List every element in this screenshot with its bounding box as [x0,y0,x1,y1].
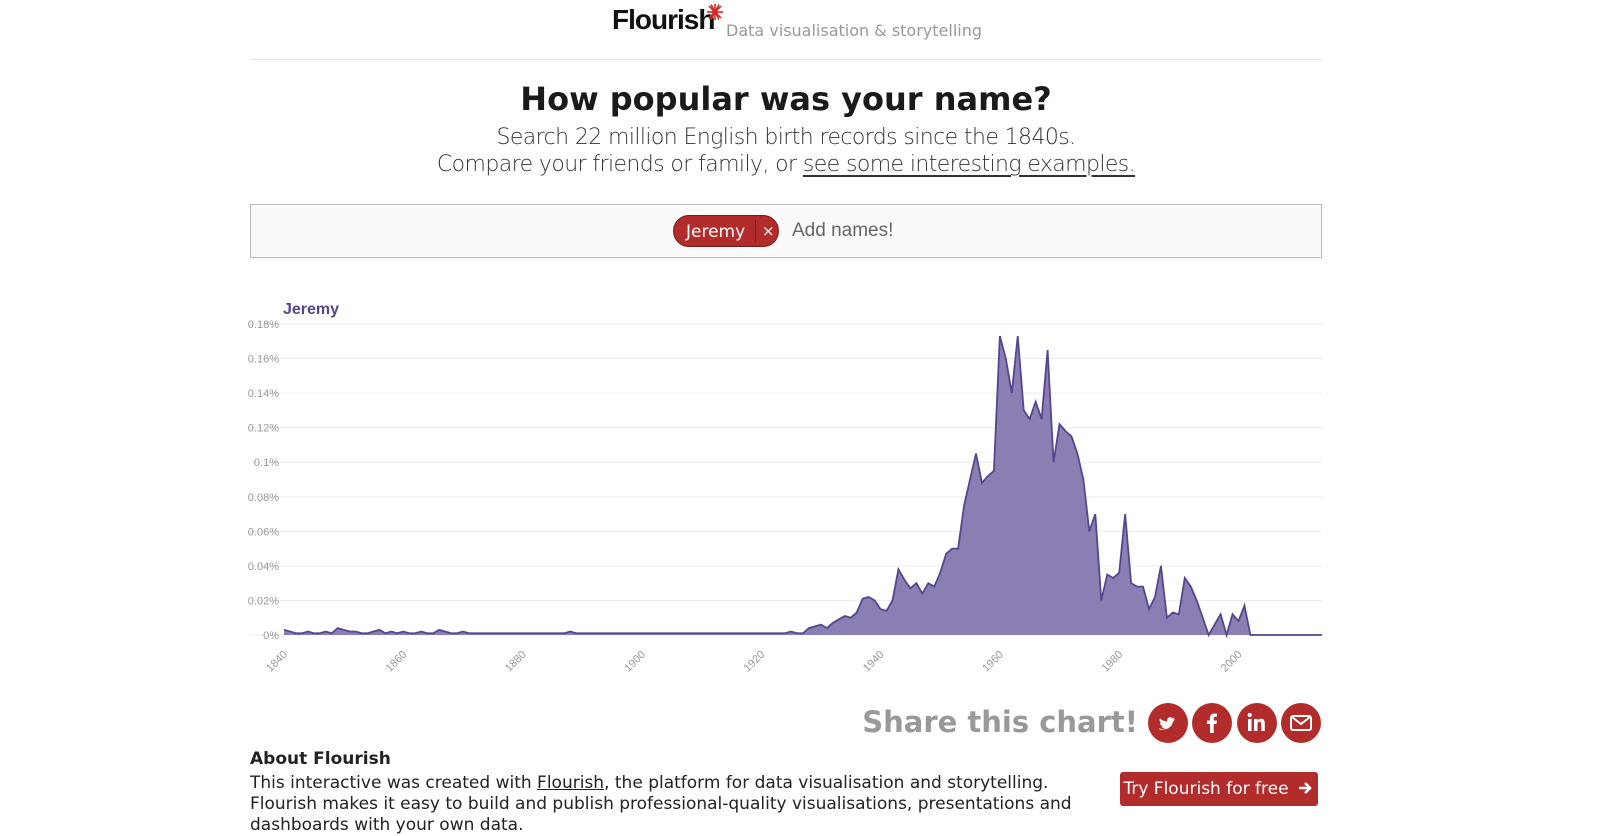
logo-text[interactable]: Flourish [612,4,715,35]
linkedin-button[interactable] [1237,703,1277,743]
area-line [283,335,1322,639]
x-tick-label: 2000 [1219,649,1245,675]
about-heading: About Flourish [250,749,391,769]
logo-star [707,4,723,20]
x-tick-label: 1940 [861,649,887,675]
y-tick-label: 0.16% [248,354,279,366]
area-fill [284,336,1322,635]
x-tick-label: 1840 [264,649,290,675]
divider [250,59,1322,60]
x-tick-label: 1920 [742,649,768,675]
x-tick-label: 1860 [384,649,410,675]
logo[interactable]: Flourish [612,4,715,36]
email-button[interactable] [1281,703,1321,743]
try-button[interactable]: Try Flourish for free [1120,772,1318,806]
y-tick-label: 0.02% [248,595,279,607]
chip-divider [755,220,756,242]
series-label: Jeremy [283,301,339,318]
tagline: Data visualisation & storytelling [726,21,983,40]
y-tick-label: 0.1% [254,457,279,469]
button-label: Try Flourish for free [1123,779,1289,799]
search-placeholder[interactable]: Add names! [792,220,894,241]
subtitle: Search 22 million English birth records … [496,125,1076,150]
y-tick-label: 0% [263,630,279,642]
y-tick-label: 0.06% [248,526,279,538]
about-text: This interactive was created with Flouri… [250,773,1090,836]
name-chip[interactable]: Jeremy × [673,215,779,247]
facebook-button[interactable] [1192,703,1232,743]
y-tick-label: 0.04% [248,561,279,573]
share-label: Share this chart! [862,705,1138,739]
y-tick-label: 0.14% [248,388,279,400]
x-tick-label: 1880 [503,649,529,675]
share-buttons [1148,703,1321,743]
x-tick-label: 1980 [1099,649,1125,675]
arrow-icon [1298,782,1312,794]
chip-remove[interactable]: × [762,222,775,240]
examples-link[interactable]: see some interesting examples. [802,152,1136,177]
subtitle-text: Compare your friends or family, or [436,152,803,177]
search-box[interactable] [250,204,1322,258]
y-tick-label: 0.08% [248,492,279,504]
twitter-button[interactable] [1148,703,1188,743]
x-tick-label: 1900 [622,649,648,675]
about-text-part: This interactive was created with [250,773,538,793]
x-tick-label: 1960 [980,649,1006,675]
subtitle: Compare your friends or family, or see s… [250,152,1322,177]
flourish-link[interactable]: Flourish [537,773,605,793]
chart: 0% 0.02% 0.04% 0.06% 0.08% 0.1% 0.12% 0.14% 0.16… [248,301,1322,675]
chip-label: Jeremy [686,222,746,242]
y-tick-label: 0.12% [248,423,279,435]
y-tick-label: 0.18% [248,319,279,331]
page-title: How popular was your name? [520,80,1052,118]
